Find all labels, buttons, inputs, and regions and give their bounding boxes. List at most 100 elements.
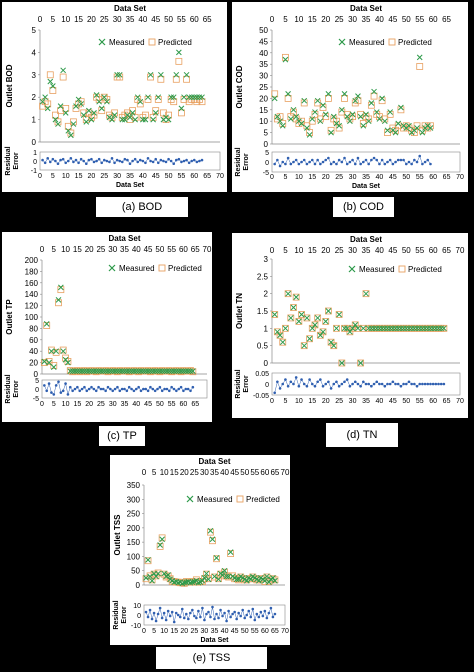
residual-point (367, 162, 370, 166)
predicted-point (397, 106, 405, 114)
measured-point (296, 318, 302, 325)
residual-point (162, 159, 165, 163)
residual-point (348, 160, 352, 164)
measured-point (111, 112, 118, 118)
residual-x-tick-label: 70 (456, 174, 464, 181)
residual-point (163, 387, 166, 391)
panel-tp: Data Set 0 5 10 15 20 25 30 35 40 45 50 55 60 65 70 0 20 4… (2, 232, 212, 422)
residual-point (429, 382, 432, 386)
residual-point (239, 614, 242, 618)
predicted-point (338, 108, 346, 116)
residual-plot-area (39, 151, 221, 171)
predicted-point (64, 358, 72, 365)
measured-point (314, 315, 321, 321)
predicted-point (144, 96, 152, 103)
predicted-point (90, 111, 98, 119)
measured-point (147, 368, 154, 375)
residual-point (116, 385, 119, 389)
residual-point (327, 156, 330, 160)
legend-predicted-label: Predicted (168, 264, 202, 273)
residual-point (172, 620, 176, 624)
y-tick-label: 200 (127, 524, 141, 533)
measured-point (330, 342, 337, 349)
predicted-point (207, 528, 214, 536)
residual-point (195, 160, 199, 164)
measured-point (219, 572, 226, 578)
x-tick-label: 50 (402, 15, 411, 24)
measured-point (180, 368, 187, 375)
residual-x-tick-label: 15 (308, 174, 316, 181)
measured-point (271, 311, 278, 318)
residual-point (439, 382, 443, 386)
residual-x-tick-label: 55 (178, 173, 186, 180)
residual-x-tick-label: 40 (376, 398, 384, 405)
residual-point (126, 158, 129, 162)
measured-point (365, 118, 372, 125)
measured-point (264, 573, 270, 580)
predicted-point (160, 109, 167, 117)
residual-point (178, 615, 182, 619)
residual-point (431, 382, 435, 386)
predicted-point (359, 324, 367, 332)
residual-point (316, 380, 319, 384)
residual-point (120, 387, 124, 391)
residual-point (370, 158, 373, 162)
predicted-point (306, 129, 313, 136)
residual-point (85, 389, 89, 393)
residual-point (73, 387, 77, 391)
residual-point (120, 160, 124, 164)
predicted-point (335, 124, 343, 132)
measured-point (317, 332, 324, 339)
residual-point (158, 606, 162, 610)
x-tick-label: 65 (270, 468, 279, 477)
predicted-point (327, 126, 335, 134)
measured-point (44, 105, 51, 112)
predicted-point (52, 111, 59, 119)
measured-point (47, 78, 54, 85)
residual-x-tick-label: 60 (429, 398, 437, 405)
residual-point (132, 389, 136, 393)
measured-point (114, 368, 121, 375)
predicted-point (134, 96, 142, 103)
measured-point (381, 118, 388, 125)
measured-point (161, 368, 168, 375)
x-tick-label: 65 (442, 15, 451, 24)
x-tick-label: 45 (388, 246, 397, 255)
predicted-point (316, 115, 324, 123)
residual-point (213, 617, 216, 621)
measured-point (127, 114, 133, 121)
residual-point (362, 380, 365, 384)
residual-point (66, 159, 70, 163)
measured-point (53, 348, 59, 355)
y-tick-label: 1 (264, 324, 269, 333)
measured-point (43, 320, 50, 327)
residual-point (134, 387, 138, 391)
residual-point (418, 154, 422, 158)
measured-point (338, 360, 345, 366)
svg-text:Error: Error (121, 606, 128, 623)
residual-point (308, 160, 311, 164)
residual-x-tick-label: 0 (38, 173, 42, 180)
predicted-point (276, 331, 284, 339)
measured-point (270, 575, 276, 581)
residual-point (386, 382, 389, 386)
predicted-point (55, 299, 62, 307)
measured-point (142, 116, 149, 123)
measured-point (73, 103, 79, 110)
measured-point (306, 335, 313, 342)
residual-y-axis-label: Residual Error (235, 147, 250, 176)
measured-point (67, 368, 74, 375)
legend-measured-label: Measured (349, 38, 385, 47)
residual-point (364, 382, 368, 386)
residual-point (348, 384, 352, 388)
residual-point (370, 384, 373, 388)
residual-point (106, 385, 110, 389)
residual-point (402, 382, 405, 386)
residual-point (329, 387, 333, 390)
residual-point (372, 382, 376, 386)
residual-point (151, 387, 155, 391)
residual-x-tick-label: 10 (295, 398, 303, 405)
measured-point (195, 579, 202, 586)
residual-point (41, 158, 44, 162)
residual-x-tick-label: 5 (152, 628, 156, 635)
